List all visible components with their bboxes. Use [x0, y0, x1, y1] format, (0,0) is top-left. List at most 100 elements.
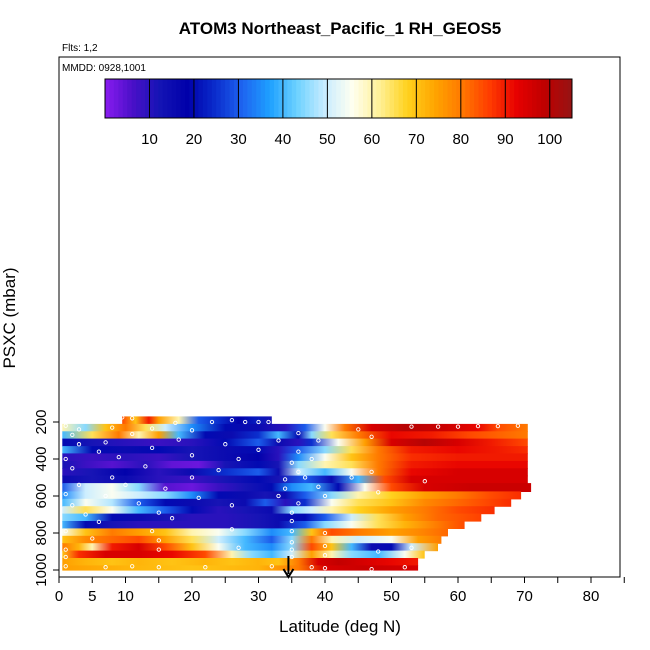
colorbar: 10 20 30 40 50 60 70 80 90 100 — [104, 78, 573, 148]
colorbar-segment — [367, 79, 373, 118]
sample-marker — [289, 540, 294, 545]
colorbar-segment — [278, 79, 284, 118]
sample-marker — [296, 430, 301, 436]
sample-marker — [103, 493, 108, 499]
y-tick-label: 1000 — [33, 553, 50, 586]
sample-marker — [276, 438, 281, 443]
y-tick-label: 800 — [33, 520, 50, 545]
colorbar-segment — [558, 79, 564, 118]
colorbar-segment — [309, 79, 315, 118]
colorbar-segment — [438, 79, 444, 118]
colorbar-segment — [256, 79, 262, 118]
colorbar-segment — [545, 79, 551, 118]
sample-marker — [322, 565, 328, 571]
x-axis: 0 5 10 20 30 40 50 60 70 80 — [55, 577, 625, 605]
sample-marker — [302, 475, 308, 480]
colorbar-segment — [371, 79, 377, 118]
sample-marker — [376, 549, 381, 554]
y-tick-label: 400 — [33, 446, 50, 471]
curtain-band — [62, 438, 528, 447]
colorbar-segment — [345, 79, 351, 118]
sample-marker — [123, 482, 128, 488]
curtain-band — [62, 431, 528, 440]
colorbar-segment — [380, 79, 386, 118]
sample-marker — [189, 428, 195, 433]
colorbar-segment — [496, 79, 502, 118]
sample-marker — [296, 449, 301, 454]
curtain-band — [62, 468, 528, 477]
colorbar-segment — [145, 79, 150, 118]
sample-marker — [149, 445, 155, 451]
colorbar-segment — [202, 79, 208, 118]
sample-marker — [369, 566, 374, 572]
sample-marker — [76, 442, 82, 447]
x-tick-label: 40 — [317, 588, 334, 605]
sample-marker — [282, 477, 288, 482]
sample-marker — [96, 449, 102, 454]
colorbar-segment — [167, 79, 173, 118]
colorbar-segment — [127, 79, 133, 118]
sample-marker — [296, 469, 301, 475]
y-tick-label: 600 — [33, 483, 50, 508]
colorbar-tick-label: 100 — [537, 131, 562, 148]
curtain-band — [62, 506, 495, 515]
colorbar-segment — [260, 79, 266, 118]
sample-marker — [369, 434, 374, 439]
sample-marker — [256, 447, 261, 452]
colorbar-segment — [398, 79, 404, 118]
colorbar-segment — [349, 79, 355, 118]
sample-marker — [103, 440, 108, 445]
sample-marker — [455, 424, 461, 429]
colorbar-segment — [523, 79, 529, 118]
sample-marker — [409, 424, 414, 429]
colorbar-segment — [491, 79, 497, 118]
sample-marker — [422, 479, 427, 484]
colorbar-segment — [443, 79, 448, 118]
sample-marker — [243, 419, 248, 425]
sample-marker — [70, 432, 75, 438]
colorbar-segment — [389, 79, 395, 118]
colorbar-segment — [411, 79, 417, 118]
curtain-band — [62, 521, 465, 529]
sample-marker — [256, 419, 261, 425]
colorbar-segment — [185, 79, 191, 118]
sample-marker — [369, 469, 374, 475]
colorbar-segment — [153, 79, 159, 118]
sample-marker — [156, 547, 161, 552]
colorbar-segment — [105, 79, 110, 118]
curtain-band — [62, 535, 442, 544]
sample-marker — [156, 538, 161, 543]
sample-marker — [289, 547, 294, 552]
colorbar-segment — [220, 79, 226, 118]
sample-marker — [63, 491, 68, 497]
sample-marker — [143, 464, 148, 469]
colorbar-segment — [269, 79, 275, 118]
sample-marker — [149, 528, 155, 534]
sample-marker — [63, 554, 68, 560]
sample-marker — [83, 512, 88, 517]
colorbar-segment — [118, 79, 124, 118]
sample-marker — [475, 423, 481, 429]
colorbar-segment — [265, 79, 271, 118]
colorbar-tick-label: 40 — [275, 131, 292, 148]
sample-marker — [356, 427, 361, 432]
sample-marker — [209, 419, 215, 425]
sample-marker — [136, 501, 141, 506]
colorbar-segment — [456, 79, 462, 118]
sample-marker — [282, 486, 288, 491]
sample-marker — [309, 565, 314, 570]
sample-marker — [169, 516, 175, 521]
colorbar-segment — [362, 79, 368, 118]
colorbar-segment — [171, 79, 177, 118]
chart-title: ATOM3 Northeast_Pacific_1 RH_GEOS5 — [179, 19, 502, 38]
colorbar-segment — [109, 79, 115, 118]
colorbar-segment — [158, 79, 164, 118]
sample-marker — [223, 442, 228, 447]
curtain-band — [62, 483, 532, 492]
sample-marker — [216, 467, 221, 473]
colorbar-segment — [354, 79, 360, 118]
sample-marker — [156, 510, 161, 515]
sample-marker — [116, 454, 121, 460]
plot-frame — [58, 56, 621, 578]
sample-marker — [289, 518, 294, 524]
